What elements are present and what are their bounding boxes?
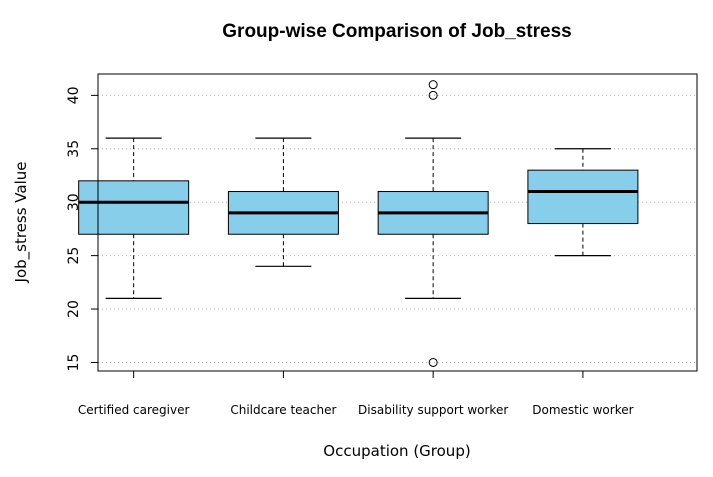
box-3 [377,80,489,367]
box-4 [527,148,639,257]
chart-title: Group-wise Comparison of Job_stress [222,21,571,42]
y-axis-label: Job_stress Value [12,162,31,284]
outlier-point [428,80,438,90]
y-tick-label: 30 [66,193,82,211]
outlier-point [428,357,438,367]
boxes [78,80,639,367]
x-tick-label: Childcare teacher [230,403,336,417]
box-2 [227,137,339,267]
iqr-box [78,180,190,235]
y-tick-label: 20 [66,300,82,318]
outlier-point [428,90,438,100]
x-axis: Certified caregiver Childcare teacher Disa… [78,371,634,417]
box-1 [78,137,190,299]
x-tick-label: Disability support worker [358,403,508,417]
y-tick-label: 40 [66,86,82,104]
y-tick-label: 35 [66,140,82,158]
iqr-box [527,169,639,225]
y-tick-label: 15 [66,354,82,372]
y-axis: 15 20 25 30 35 40 [66,86,98,371]
x-tick-label: Domestic worker [532,403,633,417]
x-tick-label: Certified caregiver [78,403,190,417]
plot-frame [97,73,698,372]
y-tick-label: 25 [66,247,82,265]
x-axis-label: Occupation (Group) [323,442,470,460]
